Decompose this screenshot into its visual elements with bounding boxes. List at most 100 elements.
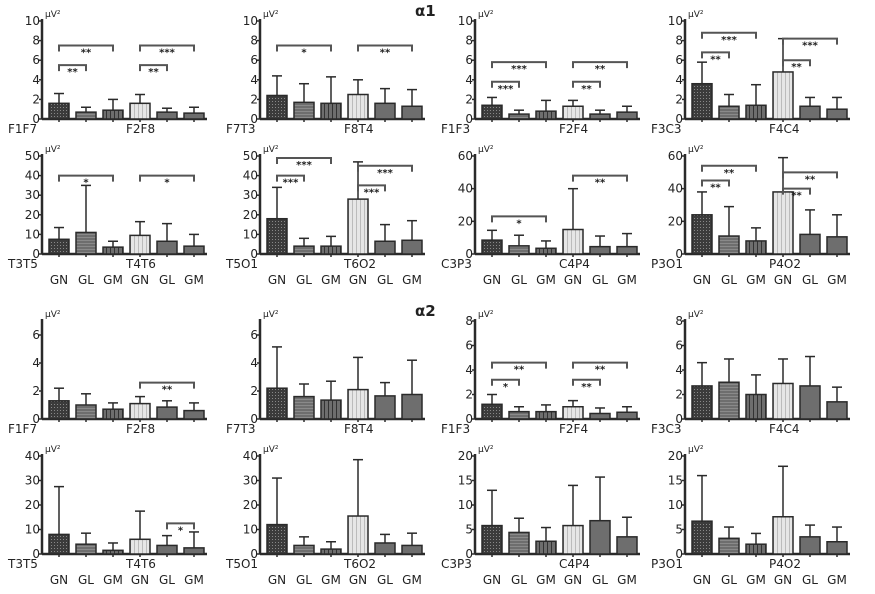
y-tick-label: 8 bbox=[465, 314, 473, 328]
unit-label: μV² bbox=[45, 145, 61, 155]
bar-gm bbox=[320, 102, 342, 120]
significance-label: ** bbox=[581, 84, 592, 95]
error-bar bbox=[299, 536, 309, 546]
y-tick-label: 8 bbox=[32, 34, 40, 48]
error-bar bbox=[326, 380, 336, 401]
error-bar bbox=[380, 533, 390, 543]
pair-label: P3O1 bbox=[651, 257, 683, 271]
pair-label: F8T4 bbox=[344, 422, 374, 436]
bar-chart: 0 2 4 6 μV² F7T3 F8T4 bbox=[226, 310, 425, 436]
error-bar bbox=[832, 96, 842, 110]
y-tick-label: 4 bbox=[675, 363, 683, 377]
significance-label: ** bbox=[581, 382, 592, 393]
bar-gl bbox=[75, 111, 97, 120]
bar-gl bbox=[156, 111, 178, 120]
y-tick-label: 6 bbox=[465, 339, 473, 353]
bar-chart-panel: 0 2 4 6 8 10 μV² F1F7 F2F8 ** ** ** *** bbox=[6, 5, 221, 137]
group-label: GL bbox=[296, 573, 312, 587]
error-bar bbox=[407, 359, 417, 395]
group-label: GN bbox=[693, 573, 711, 587]
significance-label: * bbox=[503, 382, 509, 393]
significance-label: *** bbox=[296, 160, 312, 171]
y-tick-label: 8 bbox=[675, 34, 683, 48]
y-tick-label: 50 bbox=[25, 149, 40, 163]
pair-label: T3T5 bbox=[7, 257, 38, 271]
bar-gn bbox=[481, 403, 503, 420]
error-bar bbox=[326, 76, 336, 104]
significance-label: ** bbox=[724, 168, 735, 179]
group-label: GL bbox=[377, 573, 393, 587]
y-tick-label: 0 bbox=[32, 112, 40, 126]
group-label: GN bbox=[483, 273, 501, 287]
y-tick-label: 4 bbox=[465, 363, 473, 377]
bar-gn bbox=[266, 94, 288, 120]
bar-chart: 0 10 20 30 40 μV² GN GL GM GN GL GM T5O1 T6O2 bbox=[225, 445, 425, 587]
group-label: GL bbox=[511, 273, 527, 287]
bar-gn bbox=[129, 102, 151, 120]
significance-label: * bbox=[164, 178, 170, 189]
bar-gl bbox=[156, 240, 178, 255]
bar-chart-panel: 0 20 40 60 μV² GN GL GM GN GL GM C3P3 C4P4 * ** bbox=[439, 140, 654, 290]
y-tick-label: 8 bbox=[465, 34, 473, 48]
group-label: GN bbox=[564, 573, 582, 587]
significance-label: ** bbox=[380, 48, 391, 59]
group-label: GL bbox=[78, 273, 94, 287]
error-bar bbox=[326, 541, 336, 550]
error-bar bbox=[514, 406, 524, 412]
bar-chart-panel: 0 10 20 30 40 50 μV² GN GL GM GN GL GM T3T5 T4T6 * * bbox=[6, 140, 221, 290]
bar-gl bbox=[75, 231, 97, 255]
bar-gl bbox=[374, 542, 396, 555]
bar-gm bbox=[616, 111, 638, 120]
error-bar bbox=[353, 458, 363, 517]
error-bar bbox=[135, 510, 145, 540]
error-bar bbox=[805, 524, 815, 537]
error-bar bbox=[299, 237, 309, 247]
y-tick-label: 20 bbox=[668, 214, 683, 228]
y-tick-label: 50 bbox=[243, 149, 258, 163]
y-tick-label: 2 bbox=[675, 92, 683, 106]
significance-bracket bbox=[58, 174, 114, 182]
bar-gn bbox=[129, 402, 151, 420]
error-bar bbox=[81, 106, 91, 113]
unit-label: μV² bbox=[688, 445, 704, 455]
error-bar bbox=[487, 96, 497, 106]
significance-bracket bbox=[782, 171, 838, 179]
error-bar bbox=[832, 526, 842, 542]
group-label: GL bbox=[159, 573, 175, 587]
group-label: GM bbox=[536, 573, 556, 587]
y-tick-label: 8 bbox=[250, 34, 258, 48]
significance-label: ** bbox=[791, 191, 802, 202]
y-tick-label: 10 bbox=[243, 14, 258, 28]
significance-bracket bbox=[572, 174, 628, 182]
bar-gm bbox=[535, 410, 557, 420]
bar-gm bbox=[616, 536, 638, 555]
y-tick-label: 4 bbox=[250, 356, 258, 370]
bar-gm bbox=[320, 399, 342, 420]
significance-bracket bbox=[276, 44, 332, 52]
error-bar bbox=[568, 187, 578, 230]
pair-label: P4O2 bbox=[769, 257, 801, 271]
y-tick-label: 6 bbox=[465, 53, 473, 67]
y-tick-label: 15 bbox=[668, 474, 683, 488]
pair-label: T3T5 bbox=[7, 557, 38, 571]
bar-gl bbox=[718, 105, 740, 120]
group-label: GN bbox=[268, 273, 286, 287]
error-bar bbox=[189, 531, 199, 548]
bar-gn bbox=[266, 523, 288, 555]
error-bar bbox=[751, 374, 761, 395]
bar-gn bbox=[48, 533, 70, 555]
bar-gm bbox=[320, 548, 342, 555]
error-bar bbox=[697, 361, 707, 386]
unit-label: μV² bbox=[478, 445, 494, 455]
error-bar bbox=[380, 381, 390, 396]
group-label: GN bbox=[564, 273, 582, 287]
bar-gm bbox=[102, 246, 124, 255]
significance-label: ** bbox=[67, 67, 78, 78]
unit-label: μV² bbox=[45, 10, 61, 20]
significance-label: ** bbox=[162, 385, 173, 396]
y-tick-label: 20 bbox=[243, 208, 258, 222]
bar-gl bbox=[718, 537, 740, 555]
error-bar bbox=[380, 223, 390, 242]
